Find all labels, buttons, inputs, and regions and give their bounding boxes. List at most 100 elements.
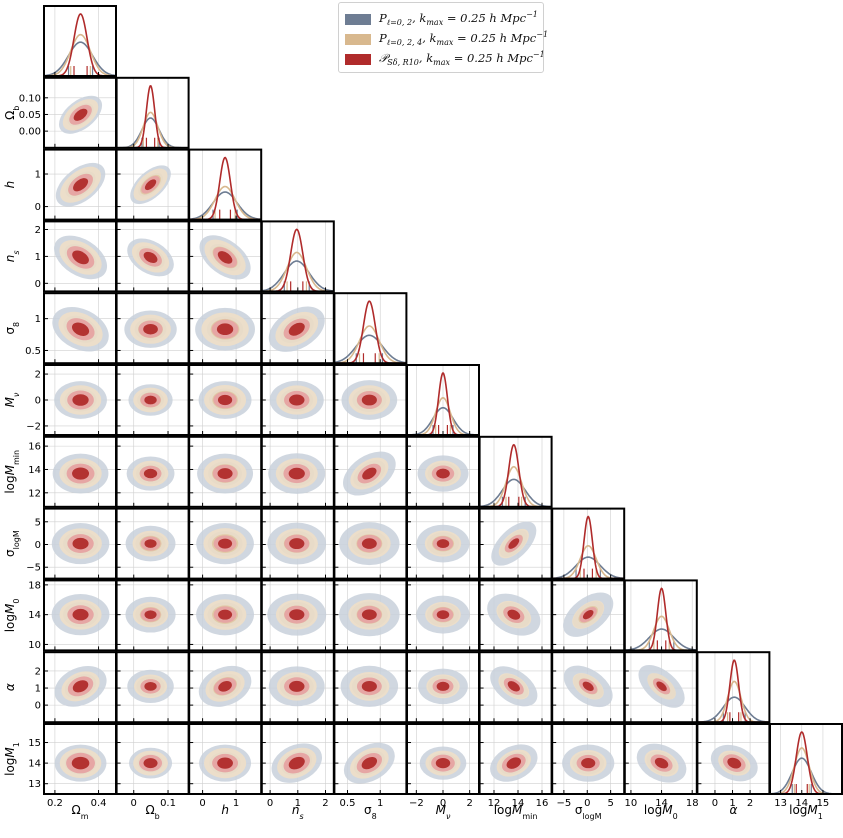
y-tick-label: 18 — [28, 580, 41, 591]
x-tick-label: 0 — [131, 798, 137, 809]
y-tick-label: 14 — [28, 610, 41, 621]
panel-4-2 — [188, 292, 263, 365]
contour-2-inner — [582, 609, 594, 620]
marginal-curve-2 — [116, 85, 189, 148]
panel-frame — [333, 292, 408, 365]
marginal-curve-2 — [479, 443, 552, 507]
x-axis-label-2: h — [221, 803, 229, 817]
contour-2-inner — [144, 610, 157, 619]
panel-5-0: −2 0 2 — [26, 364, 117, 436]
y-axis-label-6: logMmin — [3, 450, 21, 494]
panel-8-6 — [478, 579, 553, 652]
panel-7-5 — [406, 507, 480, 580]
marginal-curve-0 — [116, 117, 189, 148]
contour-2-inner — [72, 394, 89, 406]
legend-label-p02: Pℓ=0, 2, kmax = 0.25 h Mpc−1 — [379, 10, 538, 28]
contour-2-inner — [216, 323, 234, 336]
panel-7-1 — [115, 507, 190, 580]
marginal-curve-1 — [552, 544, 625, 579]
contour-2-inner — [288, 467, 305, 480]
panel-1-1 — [115, 76, 190, 149]
y-tick-label: 0.10 — [19, 93, 41, 104]
contour-2-inner — [436, 681, 450, 691]
contour-2-inner — [361, 394, 377, 406]
marginal-curve-0 — [552, 556, 625, 579]
y-tick-label: 16 — [28, 442, 41, 453]
x-axis-label-0: Ωm — [72, 803, 89, 821]
contour-2-inner — [361, 756, 378, 770]
x-tick-label: 2 — [322, 798, 328, 809]
panel-7-6 — [478, 507, 553, 580]
y-tick-label: 5 — [35, 517, 41, 528]
x-tick-label: 18 — [686, 798, 699, 809]
panel-frame — [478, 435, 553, 508]
panel-10-8: 10 14 18 — [623, 723, 699, 809]
panel-8-3 — [260, 579, 335, 652]
panel-9-5 — [406, 651, 480, 724]
contour-2-inner — [507, 609, 521, 620]
marginal-curve-0 — [334, 334, 407, 364]
x-tick-label: 2 — [466, 798, 472, 809]
contour-2-inner — [654, 757, 669, 769]
contour-2-inner — [217, 757, 233, 769]
contour-2-inner — [73, 108, 88, 121]
y-tick-label: 0 — [35, 701, 41, 712]
y-tick-label: 2 — [35, 666, 41, 677]
contour-2-inner — [218, 609, 233, 620]
y-axis-label-7: σlogM — [3, 530, 21, 557]
x-tick-label: 15 — [817, 798, 830, 809]
panel-frame — [188, 148, 263, 221]
x-tick-label: 0.1 — [160, 798, 176, 809]
contour-2-inner — [144, 395, 157, 405]
y-tick-label: 0.5 — [25, 346, 41, 357]
contour-2-inner — [508, 538, 520, 549]
contour-2-inner — [143, 468, 158, 479]
contour-2-inner — [71, 756, 90, 770]
marginal-curve-1 — [116, 111, 189, 148]
y-tick-label: 15 — [28, 738, 41, 749]
y-tick-label: 13 — [28, 779, 41, 790]
panel-9-7 — [551, 651, 626, 724]
panel-10-5: −2 0 2 — [406, 723, 480, 809]
x-tick-label: 1 — [729, 798, 735, 809]
y-axis-label-9: α — [3, 683, 17, 691]
y-tick-label: 0.05 — [19, 110, 41, 121]
panel-9-2 — [188, 651, 263, 724]
panel-frame — [696, 651, 771, 724]
panel-4-3 — [260, 292, 335, 365]
contour-2-inner — [582, 681, 594, 692]
y-tick-label: −5 — [26, 563, 41, 574]
x-tick-label: 1 — [295, 798, 301, 809]
contour-2-inner — [218, 681, 232, 692]
panel-7-7 — [551, 507, 626, 580]
panel-9-9 — [696, 651, 771, 724]
contour-2-inner — [144, 681, 157, 691]
legend-entry-p02: Pℓ=0, 2, kmax = 0.25 h Mpc−1 — [345, 9, 538, 29]
x-tick-label: 0.5 — [340, 798, 356, 809]
panel-9-3 — [260, 651, 335, 724]
y-tick-label: 10 — [28, 640, 41, 651]
y-tick-label: 0 — [35, 396, 41, 407]
panel-2-1 — [115, 148, 190, 221]
x-tick-label: 14 — [655, 798, 668, 809]
panel-8-1 — [115, 579, 190, 652]
panel-4-1 — [115, 292, 190, 365]
panel-6-5 — [406, 435, 480, 508]
x-tick-label: 0 — [712, 798, 718, 809]
contour-2-inner — [72, 250, 89, 265]
contour-2-inner — [217, 251, 233, 264]
y-tick-label: 14 — [28, 465, 41, 476]
x-axis-label-5: Mν — [436, 803, 451, 821]
panel-5-1 — [115, 364, 190, 436]
marginal-curve-1 — [624, 615, 697, 651]
x-tick-label: 0 — [199, 798, 205, 809]
marginal-curve-0 — [407, 406, 479, 435]
panel-3-2 — [188, 220, 263, 293]
y-tick-label: 2 — [35, 225, 41, 236]
panel-9-4 — [333, 651, 408, 724]
contour-2-inner — [289, 609, 305, 621]
panel-1-0: 0.00 0.05 0.10 — [19, 76, 117, 149]
x-axis-label-9: α — [729, 803, 737, 817]
contour-2-inner — [506, 757, 522, 769]
